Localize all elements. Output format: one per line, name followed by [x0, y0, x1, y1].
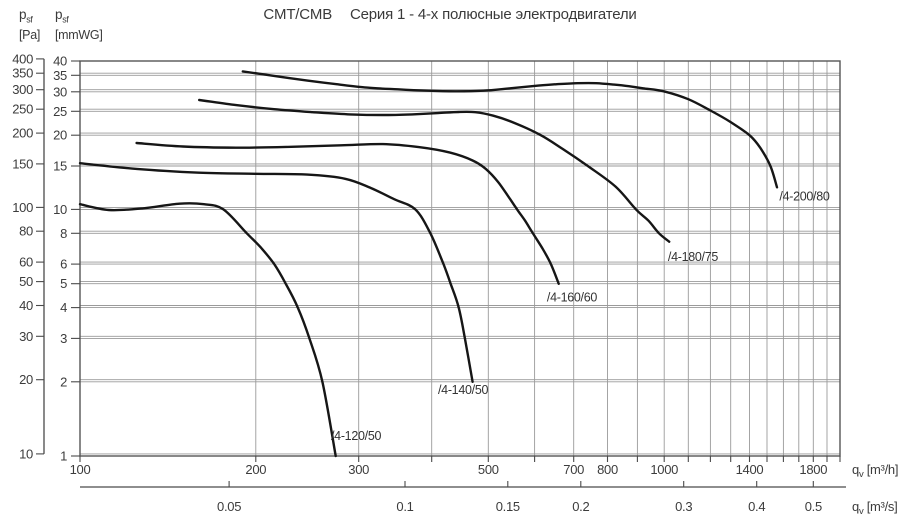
- mmwg-tick-label: 25: [53, 104, 67, 119]
- pa-tick-label: 150: [12, 156, 33, 171]
- x-tick-label: 100: [70, 462, 91, 477]
- curve-label: /4-180/75: [668, 250, 718, 264]
- chart-title-series: Серия 1 - 4-х полюсные электродвигатели: [350, 6, 637, 23]
- x-tick-label: 1400: [736, 462, 764, 477]
- pa-tick-label: 20: [19, 372, 33, 387]
- pa-tick-label: 60: [19, 255, 33, 270]
- mmwg-tick-label: 2: [60, 374, 67, 389]
- x-tick-label: 1800: [799, 462, 827, 477]
- m3s-tick-label: 0.4: [748, 499, 765, 514]
- fan-curve-/4-120/50: [78, 202, 337, 458]
- fan-curve-/4-180/75: [198, 98, 671, 243]
- m3s-tick-label: 0.5: [805, 499, 822, 514]
- pa-axis-unit: [Pa]: [19, 27, 41, 42]
- m3s-tick-label: 0.05: [217, 499, 241, 514]
- mmwg-tick-label: 8: [60, 226, 67, 241]
- m3s-tick-label: 0.3: [675, 499, 692, 514]
- pa-tick-label: 250: [12, 102, 33, 117]
- curve-label: /4-120/50: [331, 429, 381, 443]
- mmwg-tick-label: 40: [53, 54, 67, 69]
- x-unit-label-m3s: qv [m³/s]: [852, 499, 897, 517]
- x-tick-label: 700: [563, 462, 584, 477]
- pa-tick-label: 100: [12, 200, 33, 215]
- pa-tick-label: 400: [12, 51, 33, 66]
- mmwg-tick-label: 15: [53, 159, 67, 174]
- pa-tick-label: 10: [19, 446, 33, 461]
- pa-tick-label: 40: [19, 298, 33, 313]
- m3s-tick-label: 0.1: [396, 499, 413, 514]
- fan-curve-/4-200/80: [241, 70, 779, 189]
- fan-curve-/4-140/50: [78, 162, 474, 383]
- curve-label: /4-140/50: [438, 383, 488, 397]
- pa-tick-label: 300: [12, 82, 33, 97]
- pa-tick-label: 50: [19, 274, 33, 289]
- mmwg-tick-label: 6: [60, 257, 67, 272]
- mmwg-axis-unit: [mmWG]: [55, 27, 103, 42]
- x-unit-label-m3h: qv [m³/h]: [852, 462, 898, 480]
- mmwg-axis-header: psf [mmWG]: [55, 7, 103, 43]
- plot-border: [79, 60, 841, 457]
- mmwg-tick-label: 1: [60, 449, 67, 464]
- mmwg-tick-label: 10: [53, 202, 67, 217]
- mmwg-tick-label: 35: [53, 68, 67, 83]
- x-tick-label: 800: [597, 462, 618, 477]
- pa-tick-label: 30: [19, 329, 33, 344]
- mmwg-tick-label: 30: [53, 84, 67, 99]
- chart-title-product: CMT/CMB: [263, 6, 332, 23]
- pa-tick-label: 200: [12, 126, 33, 141]
- chart-title: CMT/CMB Серия 1 - 4-х полюсные электродви…: [0, 6, 900, 23]
- mmwg-axis-quantity: psf: [55, 7, 69, 25]
- curve-label: /4-200/80: [779, 189, 829, 203]
- mmwg-tick-label: 5: [60, 276, 67, 291]
- mmwg-tick-label: 4: [60, 300, 67, 315]
- x-tick-label: 500: [478, 462, 499, 477]
- pa-axis-header: psf [Pa]: [19, 7, 40, 43]
- pa-tick-label: 350: [12, 66, 33, 81]
- mmwg-tick-label: 3: [60, 331, 67, 346]
- m3s-tick-label: 0.15: [496, 499, 520, 514]
- curve-label: /4-160/60: [547, 290, 597, 304]
- x-tick-label: 300: [348, 462, 369, 477]
- pa-tick-label: 80: [19, 224, 33, 239]
- fan-curve-/4-160/60: [135, 141, 560, 285]
- pa-axis-quantity: psf: [19, 7, 33, 25]
- mmwg-tick-label: 20: [53, 128, 67, 143]
- x-tick-label: 1000: [650, 462, 678, 477]
- x-tick-label: 200: [245, 462, 266, 477]
- m3s-tick-label: 0.2: [572, 499, 589, 514]
